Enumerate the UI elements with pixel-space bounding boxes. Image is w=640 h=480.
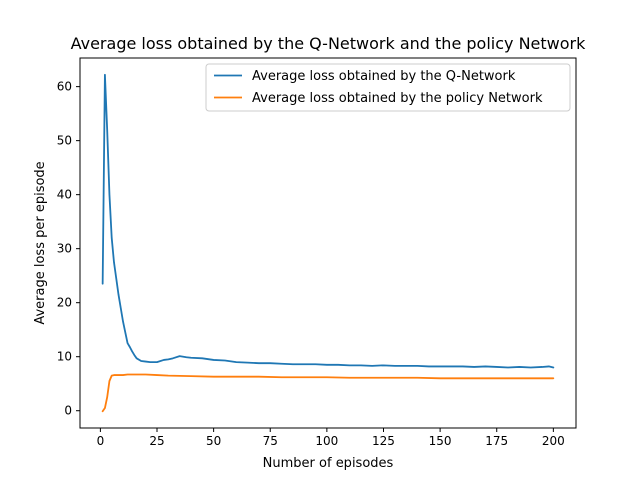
y-tick-label: 50 [57, 134, 72, 148]
x-tick-label: 125 [372, 434, 395, 448]
y-tick-label: 30 [57, 242, 72, 256]
x-tick-label: 175 [485, 434, 508, 448]
chart-title: Average loss obtained by the Q-Network a… [71, 34, 586, 53]
x-axis: 0 25 50 75 100 125 150 175 200 [97, 428, 565, 448]
y-tick-label: 40 [57, 188, 72, 202]
plot-series-group [101, 73, 555, 413]
x-tick-label: 150 [429, 434, 452, 448]
y-axis: 0 10 20 30 40 50 60 [57, 80, 80, 418]
y-tick-label: 0 [64, 404, 72, 418]
plot-frame [79, 57, 577, 429]
x-tick-label: 0 [97, 434, 105, 448]
x-tick-label: 75 [263, 434, 278, 448]
x-tick-label: 25 [149, 434, 164, 448]
x-tick-label: 50 [206, 434, 221, 448]
y-axis-label: Average loss per episode [33, 161, 48, 324]
legend-box [205, 63, 571, 112]
x-tick-label: 100 [315, 434, 338, 448]
series-line-q-network [101, 73, 555, 369]
y-tick-label: 60 [57, 80, 72, 94]
x-axis-label: Number of episodes [263, 456, 394, 471]
y-tick-label: 20 [57, 296, 72, 310]
y-tick-label: 10 [57, 350, 72, 364]
legend: Average loss obtained by the Q-Network A… [205, 63, 571, 112]
series-line-policy-network [101, 373, 555, 413]
legend-label-q-network: Average loss obtained by the Q-Network [252, 69, 516, 84]
x-tick-label: 200 [542, 434, 565, 448]
legend-label-policy-network: Average loss obtained by the policy Netw… [252, 91, 543, 106]
